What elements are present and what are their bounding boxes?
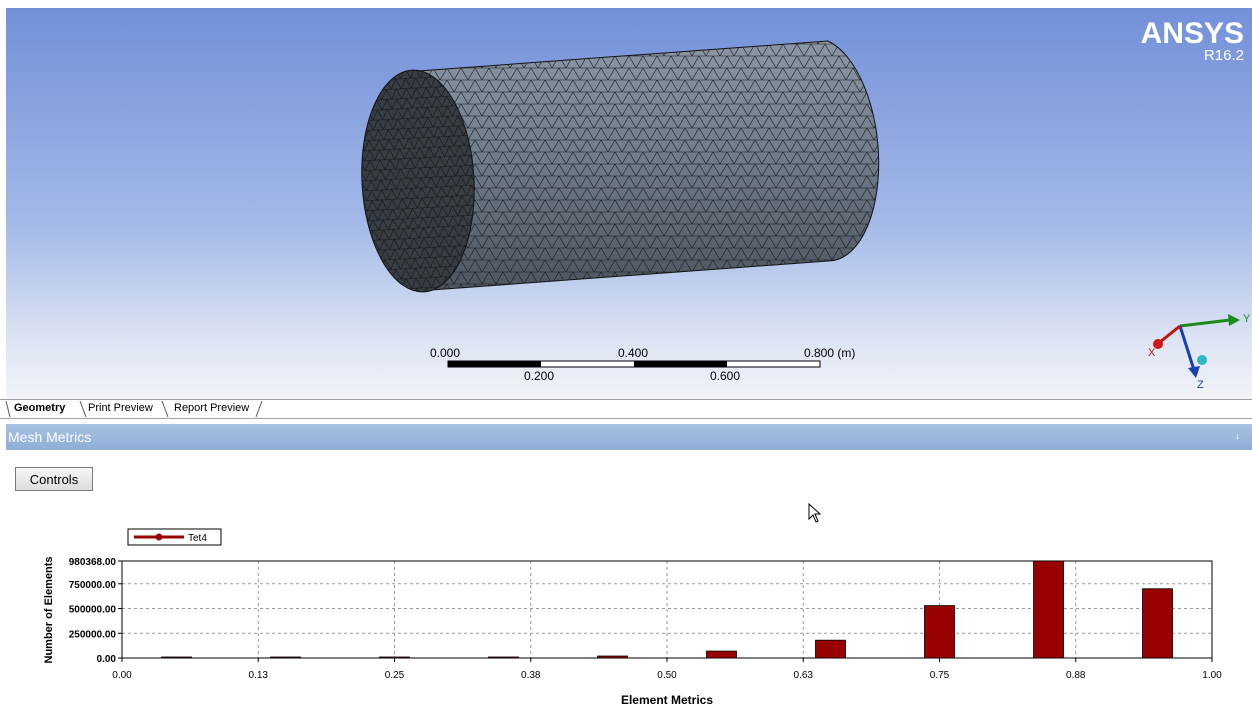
- x-tick-label: 1.00: [1202, 670, 1222, 681]
- chart-bar: [597, 655, 628, 659]
- chart-bar: [161, 656, 192, 659]
- mouse-cursor-icon: [808, 503, 822, 523]
- controls-button[interactable]: Controls: [15, 467, 93, 491]
- mesh-metrics-header: Mesh Metrics ↓: [6, 424, 1252, 450]
- chart-legend: Tet4: [127, 528, 222, 546]
- y-tick-label: 0.00: [97, 654, 117, 665]
- y-axis-label: Number of Elements: [43, 557, 55, 664]
- x-tick-label: 0.25: [385, 670, 405, 681]
- x-tick-label: 0.38: [521, 670, 541, 681]
- scale-label-600: 0.600: [710, 369, 740, 383]
- tab-geometry[interactable]: Geometry: [14, 402, 66, 414]
- chart-bar: [270, 656, 301, 659]
- chart-grid: [122, 561, 1212, 658]
- triad-y-label: Y: [1243, 313, 1250, 325]
- chart-bar: [488, 656, 519, 659]
- chart-bar: [706, 650, 737, 659]
- x-axis-label: Element Metrics: [621, 693, 713, 704]
- x-tick-label: 0.13: [249, 670, 269, 681]
- y-tick-label: 750000.00: [69, 580, 117, 591]
- chart-bar: [1033, 560, 1064, 659]
- chart-bar: [1142, 588, 1173, 659]
- x-tick-label: 0.00: [112, 670, 132, 681]
- scale-label-800: 0.800 (m): [804, 346, 855, 360]
- scale-label-0: 0.000: [430, 346, 460, 360]
- chart-bar: [924, 605, 955, 659]
- pin-icon[interactable]: ↓: [1235, 431, 1240, 442]
- x-tick-label: 0.75: [930, 670, 950, 681]
- chart-bar: [815, 639, 846, 659]
- x-tick-label: 0.63: [794, 670, 814, 681]
- y-tick-label: 500000.00: [69, 605, 117, 616]
- triad-z-label: Z: [1197, 379, 1204, 390]
- x-tick-label: 0.50: [657, 670, 677, 681]
- y-tick-label: 980368.00: [69, 557, 117, 568]
- mesh-metrics-chart: 0.00 0.13 0.25 0.38 0.50 0.63 0.75 0.88 1.00 0.0…: [43, 528, 1222, 704]
- chart-bar: [379, 656, 410, 659]
- brand-name: ANSYS: [1140, 17, 1244, 50]
- mesh-cylinder: [361, 40, 880, 293]
- tab-report-preview[interactable]: Report Preview: [174, 402, 250, 414]
- tab-print-preview[interactable]: Print Preview: [88, 402, 153, 414]
- y-tick-label: 250000.00: [69, 629, 117, 640]
- brand-version: R16.2: [1203, 47, 1244, 64]
- legend-item-tet4: Tet4: [188, 533, 207, 544]
- view-tabs: Geometry Print Preview Report Preview: [0, 399, 1252, 419]
- scale-label-200: 0.200: [524, 369, 554, 383]
- triad-x-label: X: [1148, 347, 1156, 359]
- graphics-viewport[interactable]: ANSYS R16.2 0.000 0.400 0.800 (m) 0.200 …: [6, 8, 1252, 400]
- x-tick-label: 0.88: [1066, 670, 1086, 681]
- axis-triad-icon[interactable]: Y X Z: [1140, 300, 1250, 390]
- scale-bar: 0.000 0.400 0.800 (m) 0.200 0.600: [430, 346, 855, 383]
- ansys-logo: ANSYS R16.2: [1140, 17, 1244, 64]
- scale-label-400: 0.400: [618, 346, 648, 360]
- panel-title: Mesh Metrics: [8, 429, 92, 445]
